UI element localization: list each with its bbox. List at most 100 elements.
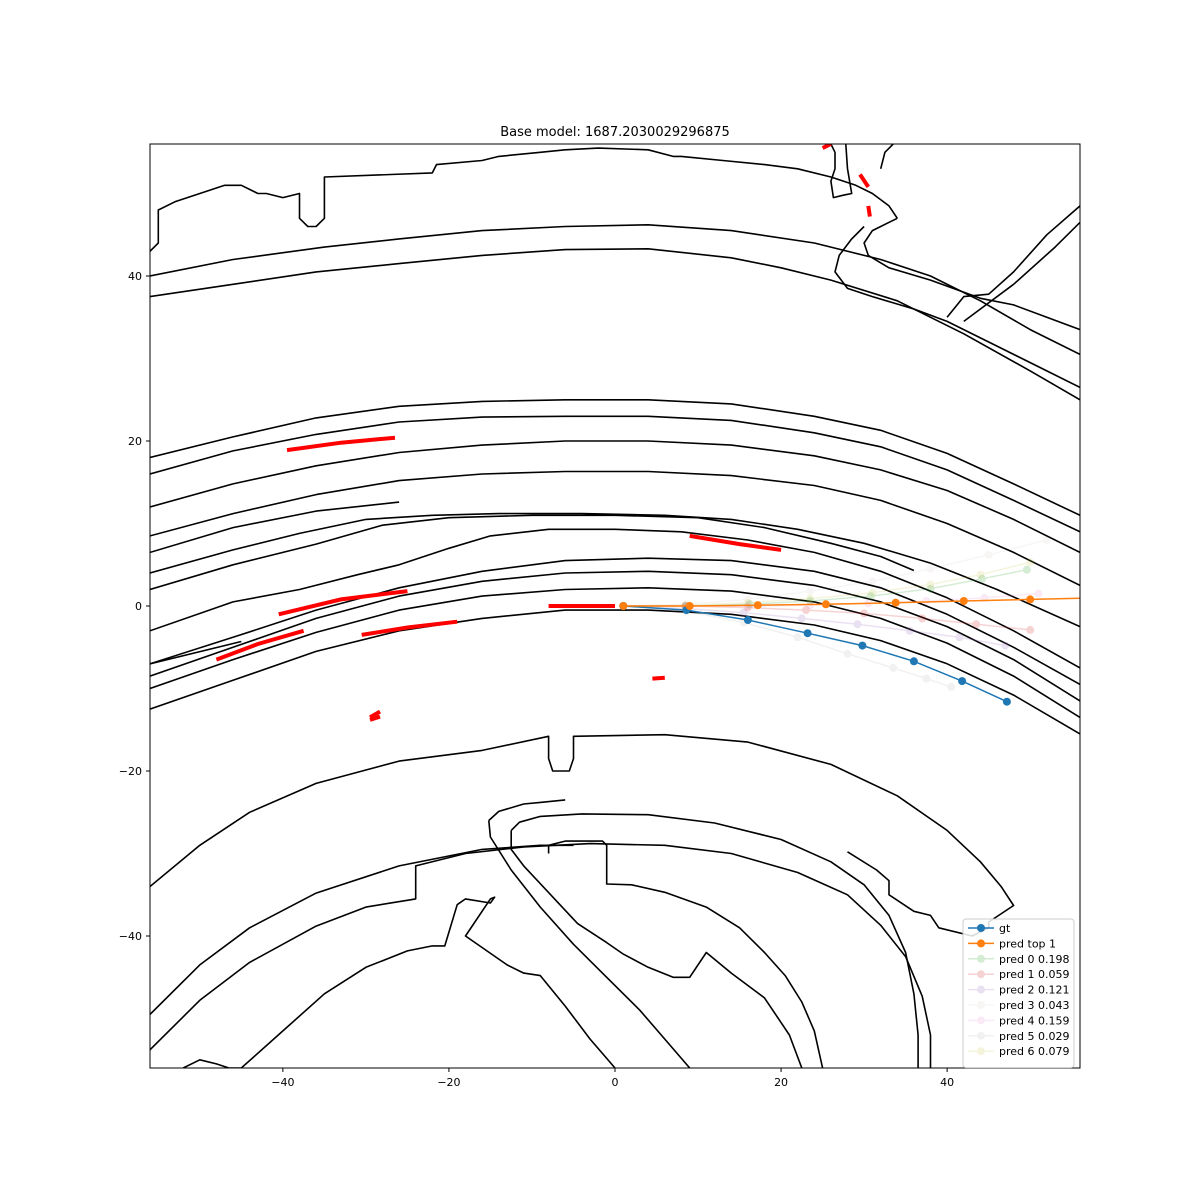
legend-entry-0: gt	[968, 922, 1011, 935]
map-layer	[150, 144, 1080, 1068]
series-7	[619, 602, 956, 691]
legend-label-1: pred top 1	[999, 937, 1056, 950]
series-point-2-5	[926, 584, 935, 593]
legend-swatch-8	[968, 1047, 994, 1056]
lane-boundary-5	[689, 533, 782, 552]
series-point-4-4	[853, 620, 862, 629]
series-point-5-6	[984, 550, 993, 559]
series-point-4-6	[955, 633, 964, 642]
series-point-1-0	[619, 602, 628, 610]
series-point-2-7	[1022, 565, 1031, 574]
legend-swatch-7	[968, 1031, 994, 1040]
series-point-7-3	[793, 633, 802, 642]
map-line-2	[150, 248, 1080, 401]
series-point-7-6	[922, 674, 931, 683]
lane-boundary-layer	[215, 144, 872, 722]
series-point-7-4	[843, 649, 852, 658]
series-point-5-7	[1042, 536, 1051, 544]
legend-entry-8: pred 6 0.079	[968, 1045, 1070, 1058]
series-point-3-5	[918, 614, 927, 623]
series-point-8-7	[1026, 558, 1035, 567]
legend-entry-2: pred 0 0.198	[968, 953, 1070, 966]
y-tick-label-1: −20	[119, 765, 142, 778]
map-line-21	[510, 830, 803, 1068]
legend: gt pred top 1 pred 0 0.198 pred 1 0.059 pred…	[962, 918, 1075, 1069]
series-point-1-3	[821, 600, 830, 609]
y-tick-label-4: 40	[128, 270, 142, 283]
map-line-11	[150, 557, 1080, 686]
map-line-25	[830, 144, 853, 199]
series-line-4	[623, 605, 1006, 647]
series-point-4-2	[739, 608, 748, 617]
series-point-5-4	[868, 577, 877, 586]
series-point-4-3	[797, 614, 806, 623]
legend-swatch-marker-2	[977, 954, 985, 963]
x-tick-label-1: −20	[437, 1076, 460, 1089]
series-point-1-6	[1026, 595, 1035, 604]
legend-swatch-marker-3	[977, 970, 985, 979]
map-line-26	[879, 144, 894, 169]
legend-swatch-3	[968, 970, 994, 979]
series-point-1-4	[891, 598, 900, 607]
series-point-7-5	[889, 663, 898, 672]
series-point-8-4	[868, 588, 877, 597]
map-line-7	[150, 501, 400, 554]
lane-boundary-2	[215, 628, 305, 662]
series-point-5-3	[806, 587, 815, 596]
series-point-1-7	[1093, 594, 1101, 602]
y-tick-label-0: −40	[119, 930, 142, 943]
series-point-2-2	[745, 600, 754, 609]
lane-boundary-9	[858, 173, 870, 189]
legend-label-6: pred 4 0.159	[999, 1014, 1070, 1027]
legend-entry-7: pred 5 0.029	[968, 1030, 1070, 1043]
y-axis: −40 −20 0 20 40	[119, 270, 150, 943]
chart-title: Base model: 1687.2030029296875	[500, 125, 730, 140]
series-point-2-3	[806, 597, 815, 605]
map-line-10	[150, 528, 1080, 669]
legend-entry-1: pred top 1	[968, 937, 1056, 950]
series-1	[619, 594, 1101, 610]
legend-entry-5: pred 3 0.043	[968, 999, 1070, 1012]
series-point-3-3	[802, 606, 810, 615]
legend-swatch-marker-1	[977, 939, 985, 948]
series-point-8-3	[806, 594, 815, 603]
legend-entry-4: pred 2 0.121	[968, 984, 1070, 997]
series-point-7-7	[947, 682, 956, 691]
map-line-14	[150, 609, 1080, 735]
lane-boundary-8	[369, 714, 381, 722]
legend-frame	[962, 918, 1075, 1069]
legend-label-3: pred 1 0.059	[999, 968, 1070, 981]
series-point-0-5	[909, 657, 918, 666]
legend-swatch-0	[968, 924, 994, 932]
series-point-3-4	[860, 609, 869, 618]
map-line-9	[150, 512, 1080, 628]
series-point-4-5	[905, 626, 914, 635]
series-point-8-5	[926, 580, 935, 589]
series-point-1-1	[685, 602, 694, 610]
series-point-0-2	[743, 616, 752, 624]
map-line-0	[150, 147, 898, 252]
map-line-30	[863, 217, 1080, 331]
series-point-2-4	[866, 592, 875, 601]
legend-entry-3: pred 1 0.059	[968, 968, 1070, 981]
map-line-29	[834, 225, 1080, 389]
lane-boundary-11	[821, 144, 832, 150]
map-line-22	[547, 840, 824, 1068]
series-point-6-7	[1034, 589, 1043, 598]
lane-boundary-10	[866, 205, 872, 217]
series-point-1-5	[959, 597, 968, 605]
series-point-3-6	[972, 620, 981, 629]
map-line-1	[150, 224, 1080, 356]
legend-swatch-marker-0	[977, 924, 985, 932]
lane-boundary-1	[278, 589, 408, 617]
x-tick-label-0: −40	[271, 1076, 294, 1089]
series-point-0-7	[1002, 697, 1011, 706]
x-tick-label-4: 40	[940, 1076, 954, 1089]
series-point-1-2	[753, 601, 762, 610]
series-line-8	[623, 561, 1031, 607]
legend-label-8: pred 6 0.079	[999, 1045, 1070, 1058]
series-point-0-4	[858, 641, 867, 650]
map-line-24	[510, 813, 919, 1068]
legend-swatch-marker-4	[977, 985, 985, 994]
